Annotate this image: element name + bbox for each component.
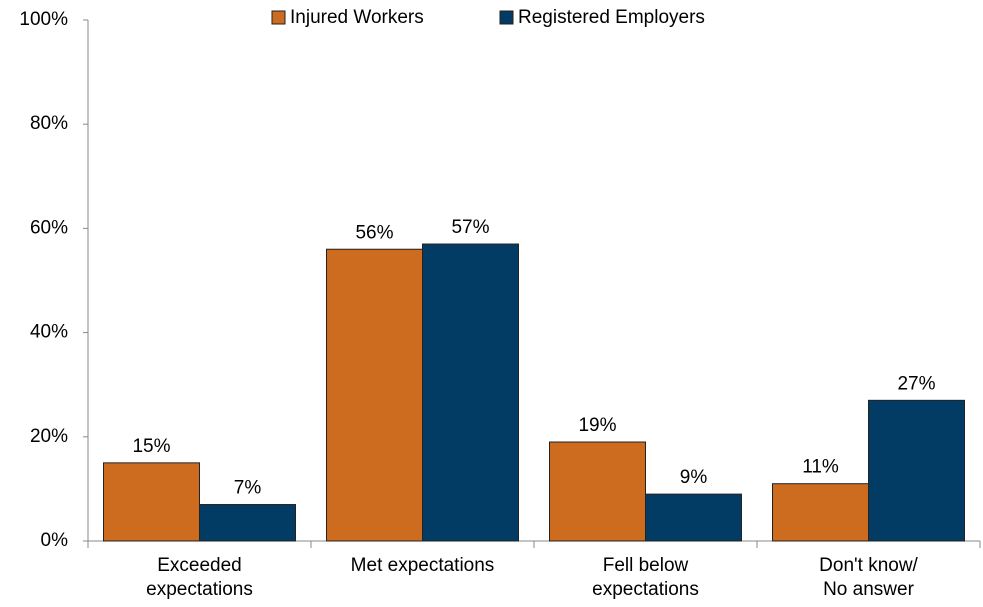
x-tick-label-line: Fell below	[603, 555, 689, 576]
x-tick-label-line: No answer	[823, 579, 914, 600]
data-label: 57%	[451, 217, 489, 238]
y-tick-label: 20%	[30, 426, 68, 447]
data-label: 11%	[802, 457, 839, 478]
x-tick-label-line: Don't know/	[819, 555, 918, 576]
x-tick-label-line: expectations	[592, 579, 699, 600]
bar	[645, 493, 742, 542]
x-tick-label-line: Met expectations	[351, 555, 495, 576]
y-tick-label: 0%	[41, 530, 69, 551]
bar	[868, 399, 965, 542]
data-label: 7%	[234, 478, 262, 499]
legend-swatch	[499, 10, 514, 25]
data-label: 19%	[578, 415, 616, 436]
data-label: 56%	[355, 222, 393, 243]
legend-label: Registered Employers	[518, 7, 705, 28]
legend-swatch	[271, 10, 286, 25]
bar	[326, 248, 423, 542]
y-tick-label: 100%	[19, 9, 68, 30]
y-tick-label: 40%	[30, 322, 68, 343]
data-label: 9%	[680, 467, 708, 488]
legend-label: Injured Workers	[290, 7, 424, 28]
x-tick-label-line: expectations	[146, 579, 253, 600]
bar	[772, 483, 869, 542]
bar	[199, 504, 296, 542]
data-label: 15%	[132, 436, 170, 457]
x-tick-label: Met expectations	[351, 555, 495, 576]
data-label: 27%	[897, 373, 935, 394]
x-tick-label: Don't know/No answer	[819, 555, 918, 600]
bar	[549, 441, 646, 542]
x-tick-label-line: Exceeded	[157, 555, 242, 576]
bar	[422, 243, 519, 542]
x-tick-label: Fell below expectations	[592, 555, 699, 600]
bar	[103, 462, 200, 542]
y-tick-label: 60%	[30, 217, 68, 238]
y-tick-label: 80%	[30, 113, 68, 134]
x-tick-label: Exceeded expectations	[146, 555, 253, 600]
